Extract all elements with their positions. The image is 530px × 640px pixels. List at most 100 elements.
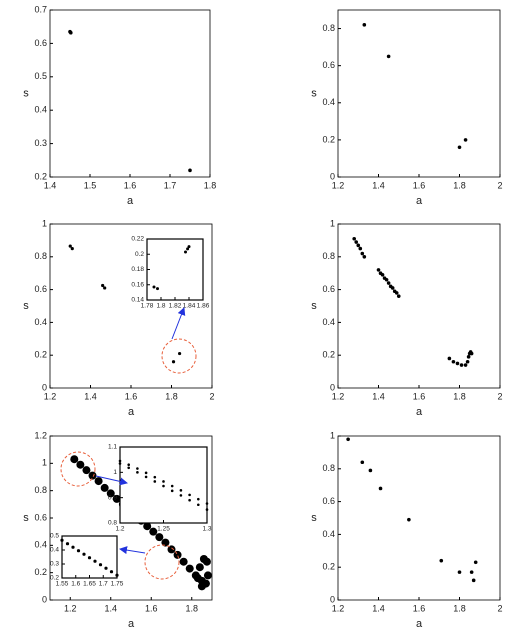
y-tick-label: 0.8 xyxy=(108,520,117,527)
y-tick-label: 0.2 xyxy=(322,134,335,144)
x-tick-label: 1.2 xyxy=(332,180,345,190)
point xyxy=(170,489,174,493)
point xyxy=(178,351,182,356)
panel: 1.2 1.4 1.6 1.8 2 0 0.2 0.4 0.6 0.8 1 a s xyxy=(311,218,502,418)
y-tick-label: 1 xyxy=(330,218,335,228)
point xyxy=(104,566,108,570)
point xyxy=(118,462,122,465)
point xyxy=(439,558,444,563)
point xyxy=(195,563,204,572)
plot-area xyxy=(337,223,501,389)
x-tick-label: 1.8 xyxy=(165,391,178,401)
y-tick-label: 0.4 xyxy=(34,540,47,550)
y-tick-label: 0.6 xyxy=(34,512,47,522)
point xyxy=(378,486,383,491)
point xyxy=(197,503,200,507)
point xyxy=(149,527,158,536)
point xyxy=(100,483,109,492)
point xyxy=(457,145,462,150)
y-tick-label: 0.4 xyxy=(322,317,335,327)
y-tick-label: 0.4 xyxy=(322,97,335,107)
y-tick-label: 1 xyxy=(42,218,47,228)
x-tick-label: 1.2 xyxy=(332,603,345,613)
y-tick-label: 0 xyxy=(42,382,47,392)
panel: 1.4 1.5 1.6 1.7 1.8 0.2 0.3 0.4 0.5 0.6 0.7 a s xyxy=(23,4,216,207)
point xyxy=(98,563,103,567)
x-tick-label: 1.8 xyxy=(156,303,165,310)
y-tick-label: 0.2 xyxy=(322,350,335,360)
inset: 1.55 1.6 1.65 1.7 1.75 0.2 0.3 0.4 0.5 xyxy=(50,533,124,588)
point xyxy=(68,244,72,248)
y-tick-label: 0.6 xyxy=(34,38,47,48)
x-tick-label: 1.6 xyxy=(125,391,138,401)
point xyxy=(162,480,165,483)
y-tick-label: 0.5 xyxy=(34,71,47,81)
point xyxy=(407,517,411,522)
x-tick-label: 1.8 xyxy=(453,603,466,613)
y-tick-label: 0 xyxy=(42,594,47,604)
point xyxy=(156,287,159,291)
x-tick-label: 1.6 xyxy=(413,391,426,401)
point xyxy=(199,555,208,563)
y-tick-label: 1 xyxy=(42,458,47,468)
x-tick-label: 1.4 xyxy=(372,391,385,401)
point xyxy=(197,582,206,591)
y-tick-label: 0.2 xyxy=(50,575,59,582)
point xyxy=(82,466,91,475)
x-axis-label: a xyxy=(127,195,134,207)
point xyxy=(386,281,391,285)
x-tick-label: 1.2 xyxy=(64,603,77,613)
x-tick-label: 1.4 xyxy=(372,180,385,190)
point xyxy=(362,254,367,259)
highlight-circle xyxy=(60,451,96,487)
point xyxy=(118,459,122,463)
y-tick-label: 1 xyxy=(330,430,335,440)
y-tick-label: 0.8 xyxy=(322,463,335,473)
point xyxy=(71,545,75,549)
x-tick-label: 1.7 xyxy=(99,581,108,588)
y-tick-label: 0.3 xyxy=(50,561,59,568)
y-tick-label: 0.8 xyxy=(34,251,47,261)
x-tick-label: 1.84 xyxy=(183,303,196,310)
point xyxy=(106,489,115,498)
x-tick-label: 1.8 xyxy=(453,180,466,190)
y-tick-label: 0.2 xyxy=(322,562,335,572)
point xyxy=(94,477,103,486)
point xyxy=(354,240,359,244)
point xyxy=(368,468,373,473)
point xyxy=(173,550,182,559)
point xyxy=(205,508,209,511)
point xyxy=(115,573,119,577)
x-tick-label: 1.65 xyxy=(83,581,96,588)
point xyxy=(466,355,471,359)
point xyxy=(69,30,73,35)
x-tick-label: 1.4 xyxy=(44,180,57,190)
x-tick-label: 1.6 xyxy=(145,603,158,613)
x-tick-label: 1.6 xyxy=(413,603,426,613)
highlight-circle xyxy=(144,544,180,580)
y-tick-label: 0.4 xyxy=(34,105,47,115)
point xyxy=(469,351,474,356)
point xyxy=(380,273,385,277)
point xyxy=(171,360,176,364)
arrow xyxy=(171,307,186,340)
point xyxy=(197,497,200,501)
y-tick-label: 1.2 xyxy=(34,430,47,440)
point xyxy=(103,286,107,290)
y-tick-label: 0.8 xyxy=(34,485,47,495)
point xyxy=(162,484,165,488)
plot-area xyxy=(337,435,501,601)
y-axis-label: s xyxy=(311,300,317,312)
point xyxy=(384,277,389,282)
point xyxy=(127,466,130,470)
y-tick-label: 0.9 xyxy=(108,494,117,501)
x-axis-label: a xyxy=(128,406,135,418)
y-tick-label: 0.4 xyxy=(34,317,47,327)
y-tick-label: 0.5 xyxy=(50,533,59,540)
y-tick-label: 0.2 xyxy=(34,171,47,181)
point xyxy=(184,250,187,254)
y-axis-label: s xyxy=(23,87,29,99)
y-tick-label: 0.18 xyxy=(131,266,144,273)
y-tick-label: 0 xyxy=(330,382,335,392)
